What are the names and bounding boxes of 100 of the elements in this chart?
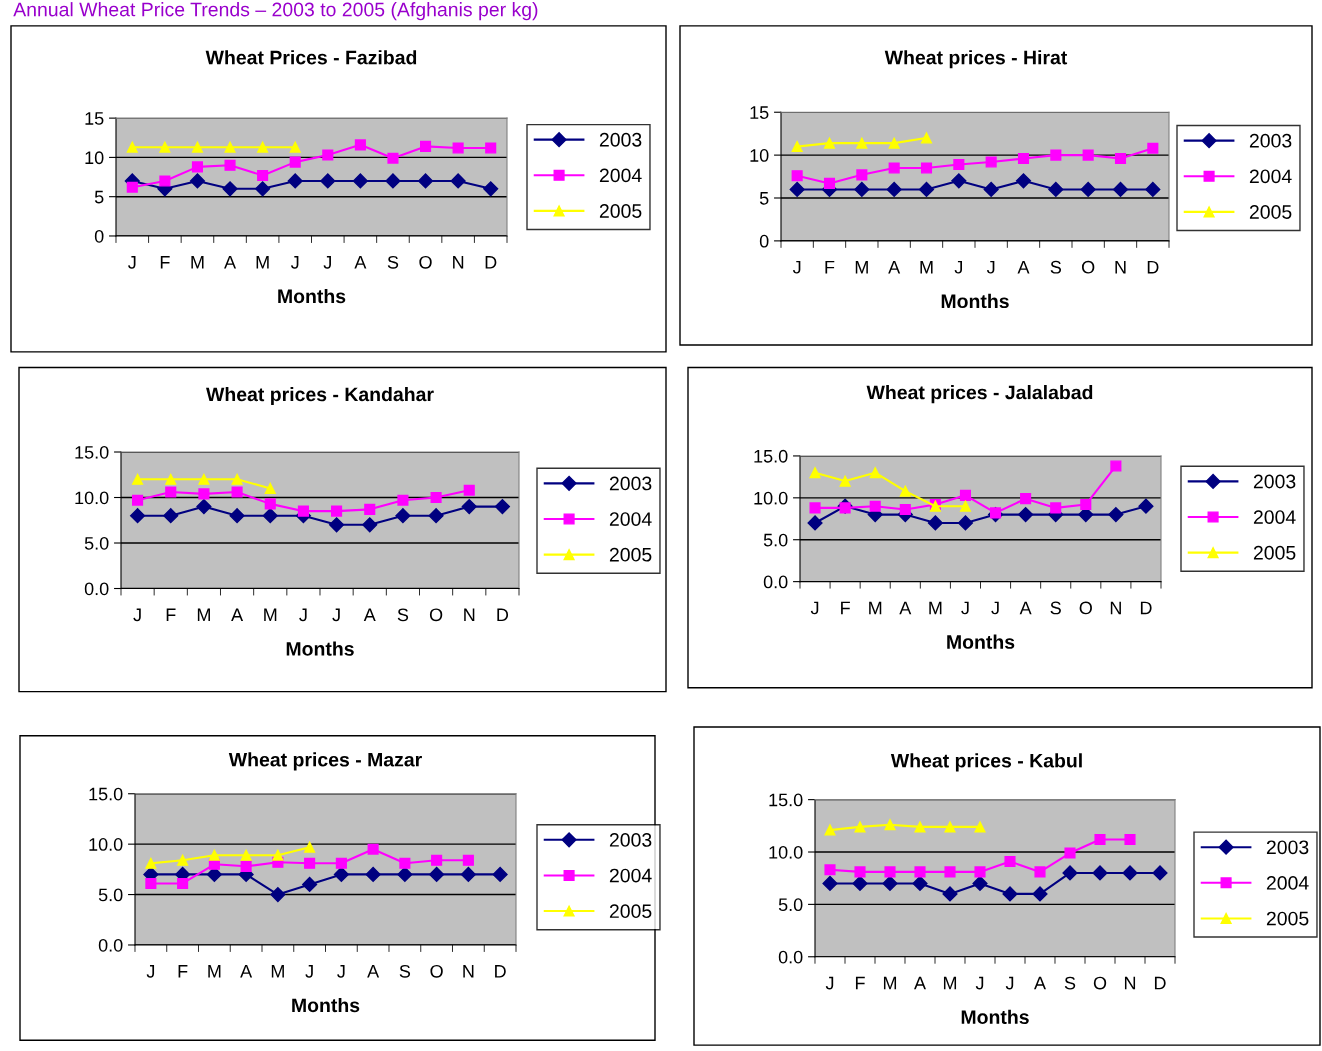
point bbox=[257, 141, 269, 153]
x-tick-label: A bbox=[363, 608, 376, 622]
legend-label: 2003 bbox=[599, 132, 642, 147]
point bbox=[920, 162, 933, 174]
point bbox=[789, 181, 805, 197]
point bbox=[165, 486, 177, 498]
x-tick-label: O bbox=[1079, 601, 1092, 615]
point bbox=[809, 467, 821, 479]
x-tick-label: S bbox=[397, 608, 409, 622]
chart-title: Wheat prices - Kandahar bbox=[206, 386, 434, 406]
point bbox=[431, 854, 443, 866]
point bbox=[791, 170, 803, 182]
point bbox=[1082, 149, 1094, 161]
point bbox=[824, 864, 836, 876]
point bbox=[132, 494, 144, 506]
x-tick-label: M bbox=[855, 260, 868, 274]
point bbox=[331, 505, 343, 517]
point bbox=[132, 473, 144, 485]
y-tick-label: 15.0 bbox=[769, 793, 803, 807]
point bbox=[888, 137, 900, 149]
x-tick-label: N bbox=[463, 965, 474, 978]
point bbox=[287, 173, 303, 189]
point bbox=[452, 142, 464, 154]
point bbox=[854, 866, 866, 878]
point bbox=[1050, 502, 1062, 514]
point bbox=[463, 484, 475, 496]
point bbox=[899, 485, 911, 497]
y-tick-label: 5.0 bbox=[98, 888, 123, 902]
point bbox=[354, 139, 366, 151]
point bbox=[270, 886, 286, 903]
x-tick-label: J bbox=[323, 256, 331, 269]
point bbox=[899, 504, 911, 516]
point bbox=[177, 877, 189, 890]
x-tick-label: M bbox=[197, 608, 210, 622]
y-tick-label: 15 bbox=[85, 112, 104, 125]
point bbox=[419, 140, 432, 152]
point bbox=[272, 849, 284, 861]
x-axis-title: Months bbox=[961, 1009, 1029, 1024]
point bbox=[159, 141, 171, 153]
y-tick-label: 5 bbox=[759, 192, 769, 205]
point bbox=[791, 140, 803, 153]
point bbox=[364, 503, 376, 515]
x-tick-label: M bbox=[256, 256, 269, 269]
x-tick-label: O bbox=[1093, 976, 1107, 990]
x-tick-label: J bbox=[305, 965, 313, 978]
point bbox=[333, 866, 349, 882]
point bbox=[839, 475, 851, 487]
x-tick-label: A bbox=[240, 965, 253, 978]
point bbox=[1015, 173, 1032, 189]
point bbox=[145, 857, 157, 869]
legend-label: 2003 bbox=[1249, 133, 1292, 148]
point bbox=[395, 508, 411, 524]
x-tick-label: J bbox=[986, 260, 995, 274]
point bbox=[944, 821, 956, 833]
point bbox=[974, 821, 986, 833]
point bbox=[1124, 833, 1136, 845]
x-tick-label: F bbox=[178, 965, 188, 978]
point bbox=[914, 821, 926, 833]
point bbox=[430, 491, 442, 504]
point bbox=[942, 886, 958, 902]
point bbox=[352, 173, 368, 189]
y-tick-label: 10.0 bbox=[769, 845, 803, 859]
point bbox=[229, 508, 245, 524]
x-tick-label: S bbox=[387, 255, 399, 269]
chart-title: Wheat prices - Hirat bbox=[884, 50, 1068, 69]
point bbox=[264, 482, 276, 494]
x-tick-label: J bbox=[975, 976, 984, 990]
x-tick-label: J bbox=[299, 608, 307, 622]
legend-label: 2004 bbox=[1249, 169, 1292, 184]
x-tick-label: N bbox=[464, 608, 475, 622]
x-tick-label: D bbox=[1140, 601, 1152, 615]
point bbox=[240, 849, 252, 861]
legend-label: 2003 bbox=[609, 833, 652, 847]
point bbox=[130, 508, 146, 524]
point bbox=[1108, 507, 1124, 523]
point bbox=[912, 875, 928, 892]
point bbox=[304, 857, 316, 869]
point bbox=[399, 857, 411, 869]
legend-label: 2004 bbox=[1266, 876, 1309, 890]
point bbox=[191, 161, 204, 173]
y-tick-label: 5.0 bbox=[84, 536, 109, 550]
point bbox=[126, 181, 138, 193]
point bbox=[485, 142, 497, 154]
point bbox=[257, 169, 269, 182]
x-tick-label: J bbox=[1005, 976, 1014, 990]
y-tick-label: 15.0 bbox=[754, 449, 788, 463]
point bbox=[483, 181, 499, 197]
point bbox=[222, 181, 238, 197]
point bbox=[920, 132, 933, 144]
x-tick-label: A bbox=[224, 256, 237, 269]
point bbox=[1017, 152, 1030, 165]
y-tick-label: 5.0 bbox=[778, 898, 803, 912]
x-tick-label: N bbox=[453, 256, 464, 269]
point bbox=[387, 152, 399, 164]
x-tick-label: M bbox=[883, 976, 897, 990]
x-axis-title: Months bbox=[947, 634, 1015, 649]
point bbox=[854, 181, 870, 197]
point bbox=[1080, 181, 1096, 197]
point bbox=[989, 507, 1002, 519]
point bbox=[1062, 865, 1078, 881]
